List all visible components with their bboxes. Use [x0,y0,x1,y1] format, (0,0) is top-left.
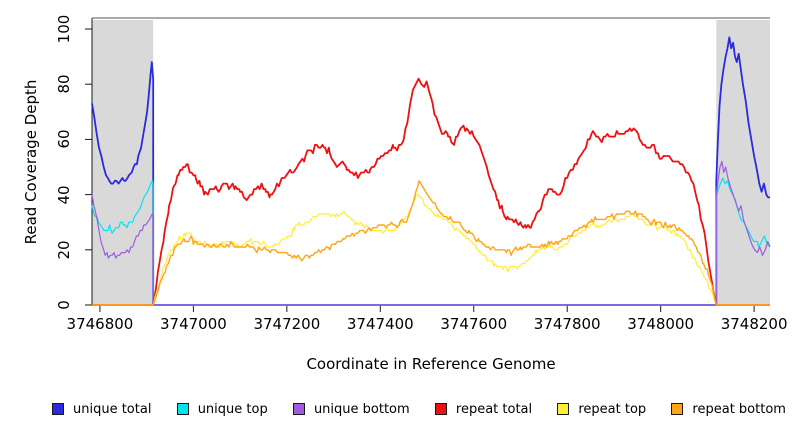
series-line-repeat-bottom [92,180,770,306]
legend-label: unique top [197,401,268,417]
y-axis-title: Read Coverage Depth [22,79,40,245]
legend-swatch-icon [671,403,684,415]
y-tick-label: 20 [55,240,73,260]
x-axis-title: Coordinate in Reference Genome [306,355,556,373]
legend-label: unique total [73,401,152,417]
legend-label: repeat bottom [692,401,786,417]
legend-swatch-icon [557,403,570,415]
legend-swatch-icon [176,403,189,415]
y-tick-label: 100 [55,14,73,44]
y-tick-label: 0 [55,300,73,310]
series-line-unique-bottom [91,160,771,306]
series-line-repeat-total [92,77,770,306]
legend-label: repeat top [578,401,647,417]
shaded-region [716,20,770,305]
legend-item: repeat bottom [671,402,786,417]
y-tick-label: 60 [55,129,73,149]
x-tick-label: 3747200 [253,315,321,333]
shaded-region [92,20,154,305]
x-tick-label: 3747000 [159,315,227,333]
series-line-repeat-top [92,194,770,306]
legend-swatch-icon [52,403,64,415]
legend-swatch-icon [434,403,447,415]
legend-item: unique top [176,401,268,417]
series-line-unique-total [91,36,770,306]
x-tick-label: 3747400 [346,315,414,333]
x-tick-label: 3746800 [66,315,134,333]
y-tick-label: 40 [55,185,73,205]
chart-legend: unique total unique top unique bottom repea… [52,399,786,419]
y-tick-label: 80 [55,74,73,94]
legend-item: repeat total [434,401,533,417]
x-tick-label: 3748000 [627,315,695,333]
legend-item: unique total [52,402,151,417]
legend-item: repeat top [557,402,646,417]
x-tick-label: 3748200 [720,315,788,333]
x-tick-label: 3747800 [533,315,601,333]
legend-swatch-icon [292,403,305,415]
legend-label: unique bottom [313,401,410,417]
legend-label: repeat total [455,401,533,417]
x-tick-label: 3747600 [440,315,508,333]
legend-item: unique bottom [292,401,410,417]
